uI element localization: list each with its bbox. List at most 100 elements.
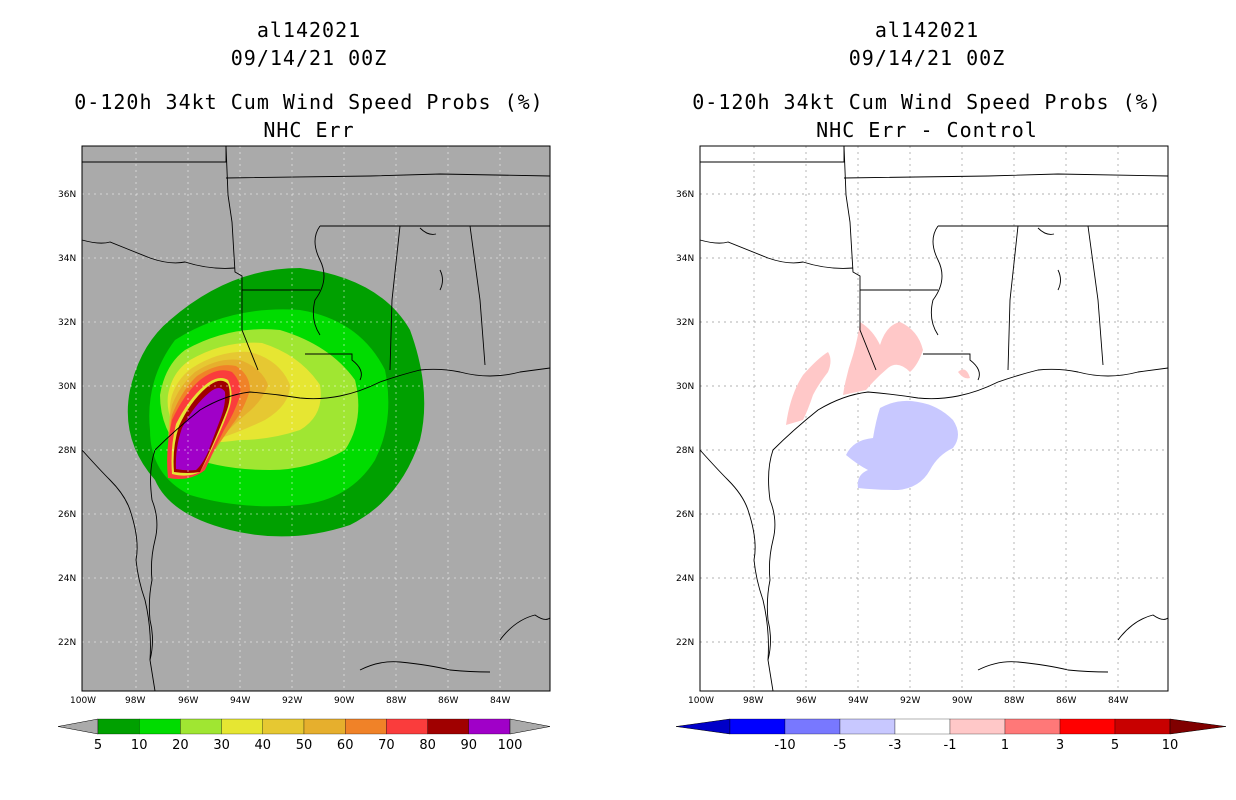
- colorbar-label: 1: [1001, 738, 1009, 753]
- colorbar-swatch: [894, 718, 951, 735]
- lon-label: 98W: [125, 696, 145, 706]
- lon-label: 90W: [334, 696, 354, 706]
- lon-label: 96W: [796, 696, 816, 706]
- lon-label: 88W: [386, 696, 406, 706]
- colorbar-label: 60: [337, 738, 354, 753]
- colorbar-high-triangle: [1169, 718, 1227, 735]
- subtitle: NHC Err - Control: [816, 118, 1038, 142]
- colorbar-label: 30: [213, 738, 230, 753]
- colorbar-label: 10: [1162, 738, 1179, 753]
- product-title: 0-120h 34kt Cum Wind Speed Probs (%): [692, 90, 1162, 114]
- lon-label: 94W: [230, 696, 250, 706]
- colorbar-label: 40: [255, 738, 272, 753]
- lon-label: 86W: [438, 696, 458, 706]
- lat-label: 36N: [58, 190, 76, 200]
- difference-contours: [786, 322, 970, 490]
- lon-label: 92W: [282, 696, 302, 706]
- lat-label: 28N: [58, 446, 76, 456]
- longitude-labels: 100W 98W 96W 94W 92W 90W 88W 86W 84W: [70, 696, 510, 706]
- contour-100: [175, 388, 226, 471]
- colorbar-label: 70: [378, 738, 395, 753]
- colorbar-swatch: [729, 718, 786, 735]
- lon-label: 96W: [178, 696, 198, 706]
- colorbar-label: 5: [1111, 738, 1119, 753]
- right-map: 36N 34N 32N 30N 28N 26N 24N 22N 100W 98W…: [675, 145, 1227, 753]
- colorbar-swatch: [1059, 718, 1116, 735]
- lat-label: 30N: [676, 382, 694, 392]
- lat-label: 34N: [676, 254, 694, 264]
- datetime-title: 09/14/21 00Z: [230, 46, 388, 70]
- coastline-and-borders: [81, 145, 551, 692]
- colorbar-label: 3: [1056, 738, 1064, 753]
- positive-region: [958, 369, 970, 379]
- storm-id-title: al142021: [256, 18, 362, 42]
- negative-region: [846, 400, 958, 490]
- colorbar-label: 90: [461, 738, 478, 753]
- product-title: 0-120h 34kt Cum Wind Speed Probs (%): [74, 90, 544, 114]
- colorbar-label: 5: [94, 738, 102, 753]
- colorbar-swatch: [262, 718, 305, 735]
- left-map: 36N 34N 32N 30N 28N 26N 24N 22N 100W 98W…: [57, 145, 551, 753]
- colorbar-swatch: [139, 718, 181, 735]
- lat-label: 26N: [58, 510, 76, 520]
- lat-label: 32N: [58, 318, 76, 328]
- colorbar-label: -3: [889, 738, 902, 753]
- colorbar-label: 10: [131, 738, 148, 753]
- colorbar-swatch: [1004, 718, 1061, 735]
- colorbar-high-triangle: [509, 718, 551, 735]
- colorbar-label: 100: [498, 738, 523, 753]
- colorbar-label: 20: [172, 738, 189, 753]
- lat-label: 28N: [676, 446, 694, 456]
- colorbar-swatch: [468, 718, 511, 735]
- lon-label: 84W: [1108, 696, 1128, 706]
- grid-lines: [700, 146, 1168, 691]
- lon-label: 94W: [848, 696, 868, 706]
- lon-label: 100W: [688, 696, 714, 706]
- left-colorbar: 5 10 20 30 40 50 60 70 80 90 100: [57, 718, 551, 753]
- positive-region: [843, 322, 923, 395]
- lat-label: 34N: [58, 254, 76, 264]
- probability-contours: [127, 268, 425, 537]
- colorbar-swatch: [949, 718, 1006, 735]
- left-panel: al142021 09/14/21 00Z 0-120h 34kt Cum Wi…: [57, 18, 551, 753]
- lat-label: 36N: [676, 190, 694, 200]
- colorbar-label: -10: [774, 738, 795, 753]
- lon-label: 100W: [70, 696, 96, 706]
- coastline-and-borders: [699, 145, 1169, 692]
- grid-lines: [82, 146, 550, 691]
- lat-label: 32N: [676, 318, 694, 328]
- colorbar-swatch: [221, 718, 263, 735]
- latitude-labels: 36N 34N 32N 30N 28N 26N 24N 22N: [676, 190, 694, 648]
- colorbar-swatch: [784, 718, 841, 735]
- colorbar-swatch: [345, 718, 387, 735]
- longitude-labels: 100W 98W 96W 94W 92W 90W 88W 86W 84W: [688, 696, 1128, 706]
- lon-label: 98W: [743, 696, 763, 706]
- colorbar-low-triangle: [57, 718, 99, 735]
- lat-label: 22N: [58, 638, 76, 648]
- lat-label: 24N: [676, 574, 694, 584]
- datetime-title: 09/14/21 00Z: [848, 46, 1006, 70]
- colorbar-low-triangle: [675, 718, 731, 735]
- lon-label: 92W: [900, 696, 920, 706]
- lat-label: 22N: [676, 638, 694, 648]
- right-colorbar: -10 -5 -3 -1 1 3 5 10: [675, 718, 1227, 753]
- colorbar-swatch: [1114, 718, 1171, 735]
- lat-label: 26N: [676, 510, 694, 520]
- colorbar-swatch: [97, 718, 140, 735]
- lon-label: 84W: [490, 696, 510, 706]
- lon-label: 90W: [952, 696, 972, 706]
- colorbar-label: 50: [296, 738, 313, 753]
- latitude-labels: 36N 34N 32N 30N 28N 26N 24N 22N: [58, 190, 76, 648]
- subtitle: NHC Err: [263, 118, 355, 142]
- colorbar-swatch: [427, 718, 469, 735]
- positive-region: [786, 352, 831, 425]
- lon-label: 86W: [1056, 696, 1076, 706]
- colorbar-label: -5: [834, 738, 847, 753]
- lon-label: 88W: [1004, 696, 1024, 706]
- storm-id-title: al142021: [874, 18, 980, 42]
- colorbar-label: -1: [944, 738, 957, 753]
- colorbar-label: 80: [419, 738, 436, 753]
- colorbar-swatch: [839, 718, 896, 735]
- lat-label: 24N: [58, 574, 76, 584]
- colorbar-swatch: [303, 718, 346, 735]
